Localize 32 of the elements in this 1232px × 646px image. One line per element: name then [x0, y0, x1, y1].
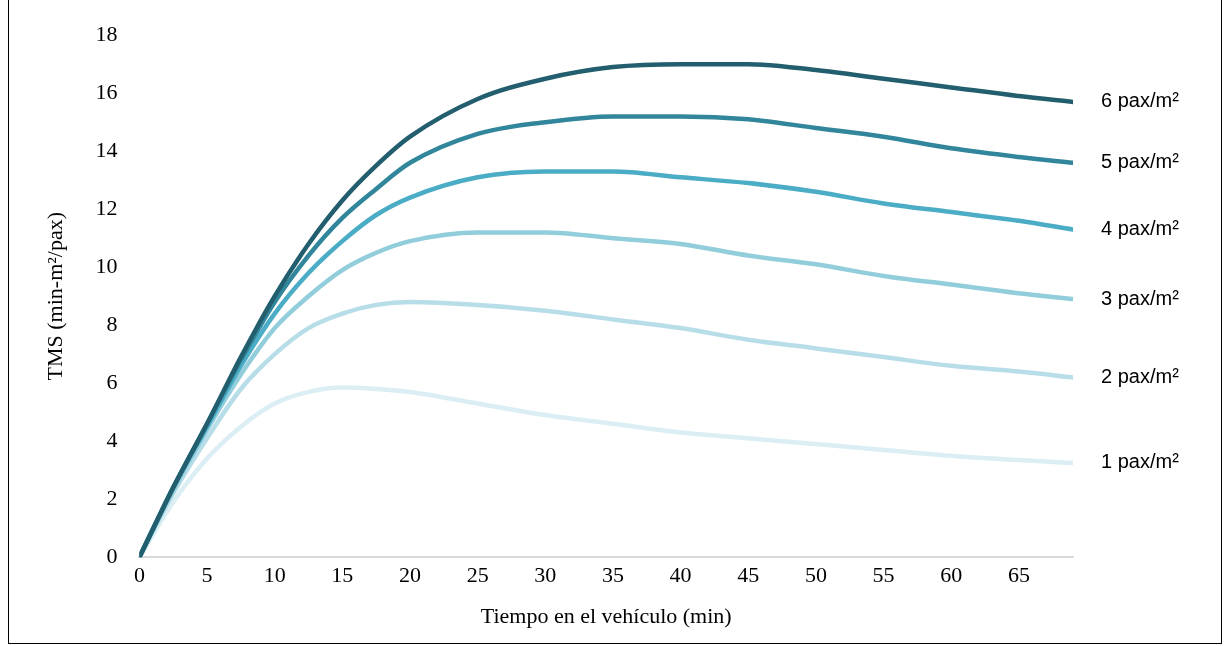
y-axis-title: TMS (min-m²/pax) — [41, 211, 67, 381]
y-tick-label: 14 — [95, 136, 118, 162]
y-tick-label: 12 — [95, 194, 118, 220]
series-label: 4 pax/m² — [1101, 217, 1180, 240]
y-tick-label: 6 — [106, 368, 118, 394]
y-tick-label: 16 — [95, 78, 118, 104]
x-tick-label: 50 — [804, 562, 827, 588]
series-label: 1 pax/m² — [1101, 450, 1180, 473]
y-tick-label: 2 — [106, 484, 118, 510]
y-tick-label: 8 — [106, 310, 118, 336]
y-tick-label: 4 — [106, 426, 118, 452]
x-tick-label: 10 — [263, 562, 286, 588]
y-tick-label: 10 — [95, 252, 118, 278]
x-tick-label: 45 — [737, 562, 760, 588]
x-tick-label: 30 — [534, 562, 557, 588]
x-tick-label: 25 — [466, 562, 489, 588]
series-label: 3 pax/m² — [1101, 286, 1180, 309]
x-tick-label: 65 — [1007, 562, 1030, 588]
x-tick-label: 40 — [669, 562, 692, 588]
x-tick-label: 35 — [601, 562, 624, 588]
x-axis-title: Tiempo en el vehículo (min) — [480, 602, 732, 628]
y-tick-label: 0 — [106, 542, 118, 568]
x-tick-label: 15 — [331, 562, 354, 588]
x-tick-label: 20 — [399, 562, 422, 588]
y-tick-label: 18 — [95, 20, 118, 46]
series-label: 5 pax/m² — [1101, 150, 1180, 173]
series-label: 6 pax/m² — [1101, 89, 1180, 112]
x-tick-label: 0 — [133, 562, 145, 588]
x-tick-label: 60 — [940, 562, 963, 588]
x-tick-label: 55 — [872, 562, 895, 588]
series-label: 2 pax/m² — [1101, 364, 1180, 387]
x-tick-label: 5 — [201, 562, 213, 588]
